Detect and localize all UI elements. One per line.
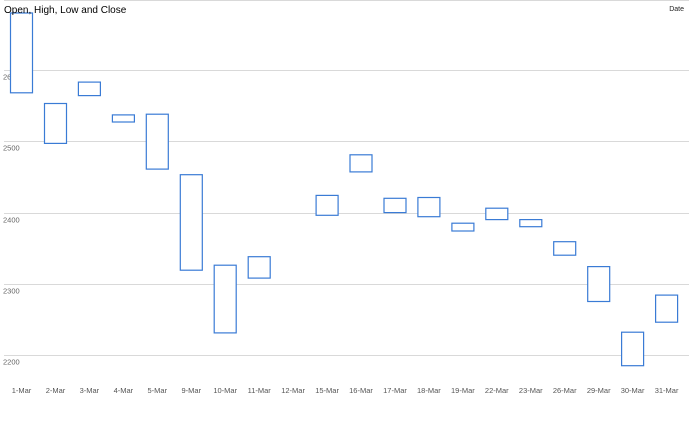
candle-4-Mar bbox=[111, 114, 136, 123]
x-tick-label-22-Mar: 22-Mar bbox=[485, 386, 509, 395]
x-tick-label-15-Mar: 15-Mar bbox=[315, 386, 339, 395]
x-tick-label-18-Mar: 18-Mar bbox=[417, 386, 441, 395]
x-tick-label-29-Mar: 29-Mar bbox=[587, 386, 611, 395]
candle-31-Mar bbox=[654, 294, 679, 323]
x-tick-label-11-Mar: 11-Mar bbox=[248, 386, 272, 395]
candle-3-Mar bbox=[77, 81, 102, 97]
x-axis-tick-labels: 1-Mar 2-Mar 3-Mar 4-Mar 5-Mar 9-Mar 10-Mar 11-M… bbox=[12, 386, 679, 395]
y-axis-tick-labels: 22002300240025002600 bbox=[3, 73, 20, 367]
y-tick-label-2300: 2300 bbox=[3, 287, 20, 296]
y-tick-label-2400: 2400 bbox=[3, 216, 20, 225]
x-tick-label-1-Mar: 1-Mar bbox=[12, 386, 32, 395]
candle-5-Mar bbox=[145, 113, 169, 170]
candle-16-Mar bbox=[349, 154, 373, 173]
gridlines bbox=[4, 0, 689, 356]
candle-18-Mar bbox=[417, 196, 441, 218]
legend-entry-date: Date bbox=[669, 6, 684, 13]
candle-17-Mar bbox=[383, 197, 407, 214]
x-tick-label-23-Mar: 23-Mar bbox=[519, 386, 543, 395]
candle-2-Mar bbox=[43, 102, 68, 145]
x-tick-label-4-Mar: 4-Mar bbox=[114, 386, 134, 395]
x-tick-label-3-Mar: 3-Mar bbox=[80, 386, 100, 395]
candle-10-Mar bbox=[213, 264, 237, 334]
y-tick-label-2200: 2200 bbox=[3, 358, 20, 367]
x-tick-label-2-Mar: 2-Mar bbox=[46, 386, 66, 395]
x-tick-label-31-Mar: 31-Mar bbox=[655, 386, 679, 395]
candle-11-Mar bbox=[247, 256, 271, 279]
x-tick-label-30-Mar: 30-Mar bbox=[621, 386, 645, 395]
candle-9-Mar bbox=[179, 174, 203, 271]
chart-title: Open, High, Low and Close bbox=[4, 5, 127, 16]
x-tick-label-12-Mar: 12-Mar bbox=[281, 386, 305, 395]
candle-22-Mar bbox=[485, 207, 509, 221]
candles bbox=[9, 12, 679, 367]
x-tick-label-10-Mar: 10-Mar bbox=[213, 386, 237, 395]
x-tick-label-19-Mar: 19-Mar bbox=[451, 386, 475, 395]
candle-30-Mar bbox=[620, 331, 645, 367]
x-tick-label-16-Mar: 16-Mar bbox=[349, 386, 373, 395]
candle-23-Mar bbox=[519, 219, 543, 228]
x-tick-label-17-Mar: 17-Mar bbox=[383, 386, 407, 395]
x-tick-label-9-Mar: 9-Mar bbox=[182, 386, 202, 395]
candle-15-Mar bbox=[315, 194, 339, 216]
x-tick-label-26-Mar: 26-Mar bbox=[553, 386, 577, 395]
candle-29-Mar bbox=[587, 266, 611, 303]
y-tick-label-2500: 2500 bbox=[3, 144, 20, 153]
candle-19-Mar bbox=[451, 222, 475, 232]
candle-26-Mar bbox=[553, 241, 577, 256]
x-tick-label-5-Mar: 5-Mar bbox=[148, 386, 168, 395]
candle-1-Mar bbox=[9, 12, 34, 94]
